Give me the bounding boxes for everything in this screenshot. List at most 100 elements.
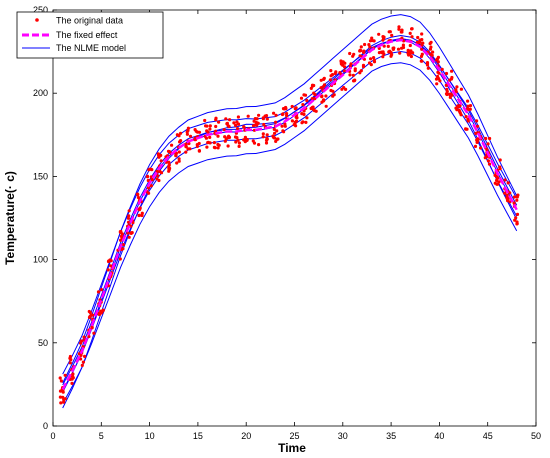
data-point [300, 112, 304, 116]
data-point [226, 144, 230, 148]
data-point [506, 181, 510, 185]
data-point [170, 143, 174, 147]
legend-original-label: The original data [56, 16, 123, 26]
data-point [464, 127, 468, 131]
data-point [257, 113, 261, 117]
data-point [322, 99, 326, 103]
data-point [292, 123, 296, 127]
data-point [197, 141, 201, 146]
data-point [149, 184, 153, 188]
data-point [324, 94, 328, 98]
data-point [167, 163, 171, 167]
data-point [177, 157, 181, 161]
data-point [275, 129, 279, 133]
data-point [338, 71, 342, 75]
data-point [127, 235, 131, 239]
data-point [398, 51, 402, 55]
data-point [449, 92, 453, 96]
data-point [265, 136, 269, 140]
data-point [261, 135, 265, 139]
y-tick-label: 150 [33, 171, 48, 181]
data-point [146, 178, 150, 183]
data-point [475, 140, 479, 144]
data-point [483, 156, 487, 160]
nlme-lines [62, 14, 518, 409]
data-point [459, 113, 463, 117]
data-point [386, 44, 390, 49]
legend-original-marker [35, 18, 39, 22]
data-point [118, 257, 122, 261]
data-point [397, 25, 401, 29]
data-point [273, 136, 277, 140]
data-point [81, 360, 85, 364]
data-point [145, 175, 150, 179]
data-point [382, 52, 386, 56]
data-point [368, 45, 372, 49]
data-point [205, 145, 209, 149]
data-point [372, 39, 376, 43]
data-point [109, 264, 113, 268]
data-point [185, 132, 189, 136]
data-point [353, 67, 357, 71]
data-point [253, 117, 257, 121]
data-point [466, 99, 470, 103]
data-point [237, 141, 241, 145]
legend: The original data The fixed effect The N… [16, 11, 164, 59]
data-point [136, 192, 140, 197]
x-tick-label: 5 [99, 431, 104, 441]
nlme-curve [62, 14, 518, 384]
data-point [167, 169, 171, 173]
data-point [63, 373, 67, 377]
data-point [359, 69, 363, 73]
data-point [401, 43, 405, 47]
data-point [329, 74, 333, 78]
data-point [328, 78, 332, 82]
data-point [381, 38, 385, 42]
x-axis-label: Time [278, 441, 306, 455]
data-point [99, 309, 103, 313]
data-point [179, 131, 183, 135]
data-point [68, 361, 72, 365]
data-point [284, 107, 288, 111]
data-point [496, 176, 500, 180]
data-point [496, 182, 500, 186]
data-point [216, 142, 220, 147]
data-point [227, 134, 231, 138]
data-point [503, 178, 507, 182]
x-tick-label: 35 [386, 431, 396, 441]
data-point [329, 69, 333, 73]
data-point [429, 40, 433, 44]
data-point [225, 121, 229, 125]
data-point [126, 216, 130, 220]
data-point [265, 117, 269, 121]
data-point [177, 159, 181, 163]
data-point [498, 158, 502, 162]
data-point [454, 106, 458, 110]
data-point [137, 213, 141, 217]
data-point [410, 27, 414, 31]
data-point [348, 51, 352, 56]
data-point [342, 69, 346, 73]
data-point [245, 138, 249, 142]
y-axis-label: Temperature(· c) [3, 171, 17, 265]
data-point [304, 120, 308, 124]
data-point [409, 54, 413, 59]
data-point [184, 145, 188, 149]
data-point [127, 209, 131, 213]
data-point [362, 49, 366, 53]
data-point [479, 146, 483, 150]
data-point [305, 98, 309, 103]
data-point [121, 243, 125, 247]
data-point [408, 31, 412, 35]
data-point [261, 132, 265, 136]
data-point [455, 85, 459, 89]
data-point [305, 116, 309, 120]
data-point [282, 130, 286, 134]
data-point [372, 60, 377, 64]
data-point [312, 83, 316, 88]
data-point [236, 138, 240, 142]
data-point [58, 376, 62, 380]
data-point [339, 61, 343, 65]
data-point [236, 127, 240, 131]
